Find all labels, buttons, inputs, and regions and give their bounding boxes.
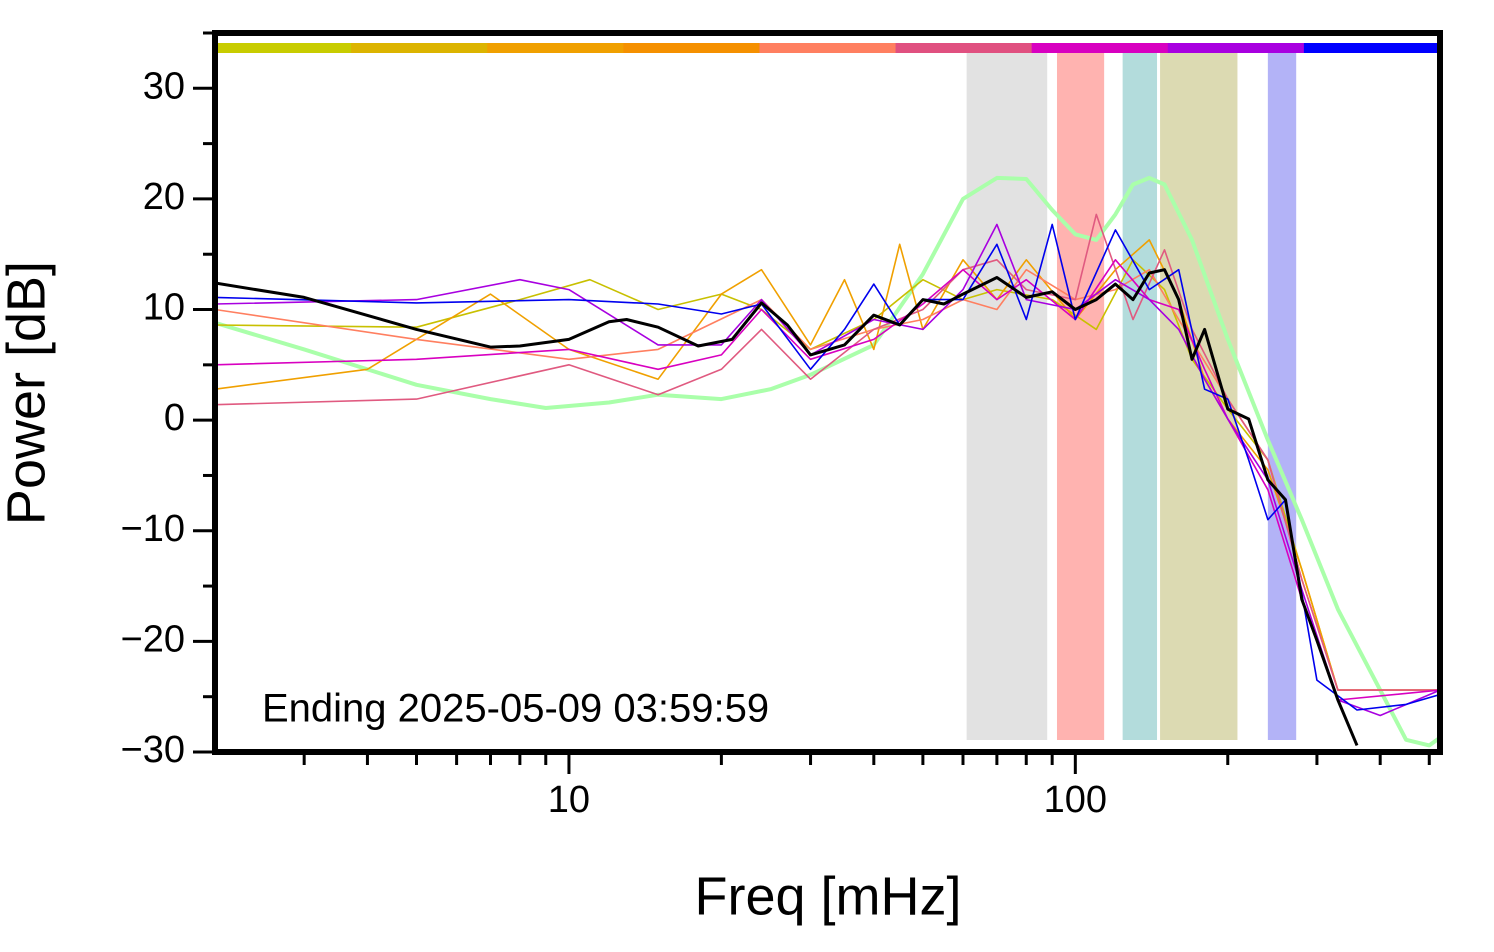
color-bar-segment: [759, 43, 897, 53]
y-tick-label: −30: [121, 729, 185, 771]
axes: −30 −20 −10 0 10 20 30 10 100: [121, 30, 1443, 821]
color-bar-segment: [623, 43, 760, 53]
series-line: [215, 223, 1440, 711]
series-line: [215, 175, 1440, 748]
y-tick-label: 20: [143, 176, 185, 218]
series-line: [215, 223, 1440, 717]
annotation: Ending 2025-05-09 03:59:59: [262, 687, 769, 731]
color-bar-segment: [215, 43, 352, 53]
y-tick-label: 30: [143, 65, 185, 107]
lines: [215, 175, 1440, 748]
series-line: [215, 213, 1440, 691]
color-bar-segment: [1031, 43, 1169, 53]
color-bar-segment: [487, 43, 624, 53]
x-tick-label: 100: [1044, 779, 1107, 821]
plot-frame: [212, 30, 1443, 755]
band: [1122, 53, 1158, 740]
series-line: [215, 259, 1440, 701]
x-tick-label: 10: [548, 779, 590, 821]
y-tick-label: 0: [164, 397, 185, 439]
color-bar-segment: [1303, 43, 1441, 53]
series-line: [215, 259, 1440, 691]
y-tick-label: −10: [121, 508, 185, 550]
y-tick-label: 10: [143, 287, 185, 329]
y-tick-label: −20: [121, 618, 185, 660]
band: [1056, 53, 1105, 740]
color-bar-segment: [895, 43, 1033, 53]
bands: [966, 53, 1297, 740]
band: [1267, 53, 1297, 740]
band: [966, 53, 1048, 740]
series-line: [215, 239, 1440, 691]
color-bar-segment: [1167, 43, 1305, 53]
series-line: [215, 268, 1359, 746]
color-bar-segment: [351, 43, 488, 53]
series-line: [215, 268, 1440, 691]
x-axis-label: Freq [mHz]: [694, 866, 961, 926]
y-axis-label: Power [dB]: [0, 261, 56, 525]
